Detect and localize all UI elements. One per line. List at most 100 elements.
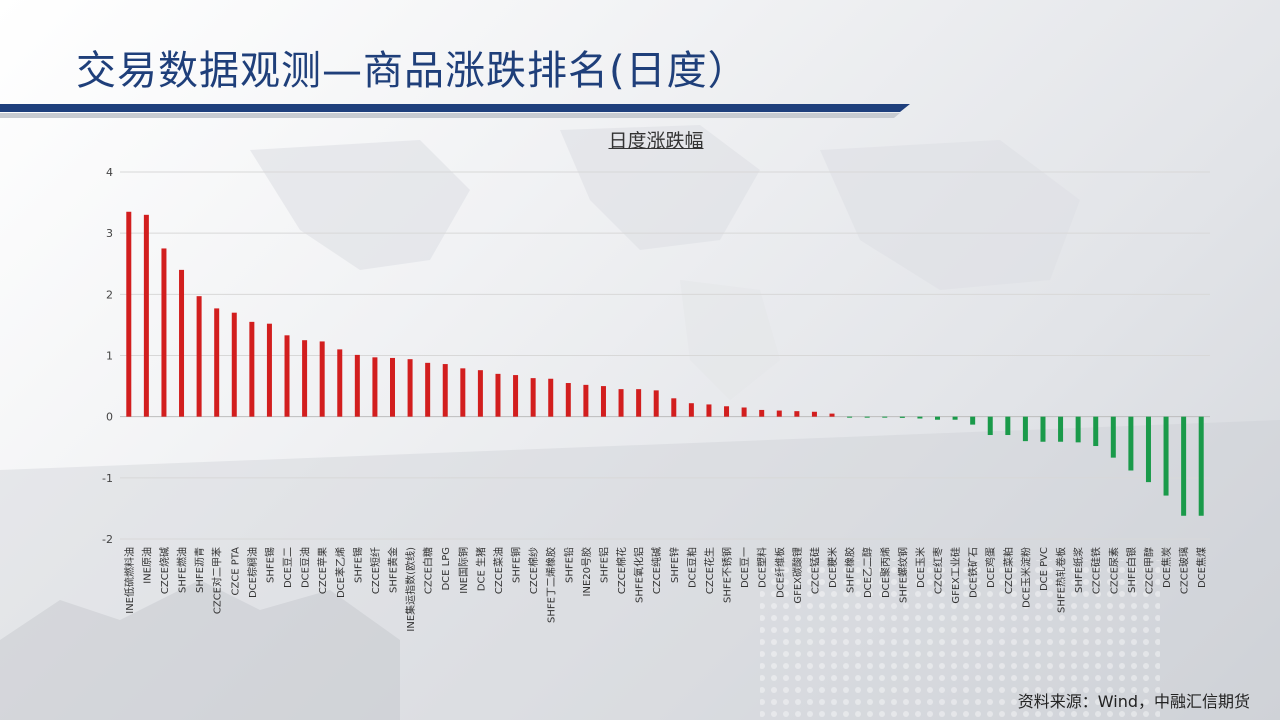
- bar: [231, 312, 237, 417]
- bar: [1058, 416, 1064, 442]
- x-tick-label: DCE铁矿石: [967, 547, 980, 598]
- bar: [706, 404, 712, 417]
- bar: [794, 411, 800, 417]
- bar: [935, 416, 940, 420]
- x-tick-label: SHFE白银: [1125, 547, 1138, 593]
- bar: [548, 378, 554, 417]
- x-tick-label: DCE玉米: [914, 547, 927, 588]
- x-tick-label: INE国际铜: [458, 547, 470, 594]
- bar: [214, 308, 220, 417]
- bar: [1181, 416, 1187, 516]
- bar: [1145, 416, 1151, 483]
- bar: [847, 416, 853, 418]
- y-tick-label: 0: [106, 411, 113, 424]
- bar: [126, 211, 132, 417]
- bar: [1040, 416, 1046, 442]
- source-note: 资料来源：Wind，中融汇信期货: [1017, 692, 1250, 711]
- y-tick-label: 3: [106, 227, 113, 240]
- x-tick-label: CZCE菜油: [492, 547, 505, 594]
- x-tick-label: CZCE烧碱: [158, 547, 171, 594]
- bar: [636, 389, 642, 417]
- x-tick-label: SHFE丁二烯橡胶: [545, 547, 558, 623]
- bar: [1075, 416, 1081, 443]
- x-tick-label: DCE聚丙烯: [879, 547, 892, 598]
- bars: [126, 211, 1204, 516]
- x-tick-label: DCE PVC: [1039, 547, 1050, 591]
- bar: [530, 378, 536, 417]
- x-tick-label: DCE豆二: [282, 547, 294, 588]
- bar: [882, 416, 888, 418]
- y-axis-ticks: 4 3 2 1 0 -1 -2: [102, 166, 113, 546]
- bar: [618, 389, 624, 417]
- bar: [987, 416, 993, 436]
- bar: [829, 413, 835, 417]
- bar: [460, 368, 466, 417]
- x-tick-label: DCE苯乙烯: [334, 547, 347, 598]
- x-tick-label: SHFE锡: [263, 547, 276, 583]
- bar: [319, 341, 325, 417]
- bar: [390, 357, 395, 417]
- bar: [1163, 416, 1169, 496]
- bar: [565, 383, 571, 417]
- bar: [724, 406, 730, 417]
- x-tick-label: SHFE不锈钢: [721, 547, 734, 603]
- x-tick-label: DCE豆油: [299, 547, 312, 588]
- x-tick-label: DCE焦煤: [1195, 547, 1208, 588]
- x-tick-label: CZCE玻璃: [1178, 547, 1191, 594]
- x-tick-label: CZCE苹果: [316, 547, 329, 594]
- bar: [302, 340, 308, 417]
- x-tick-label: CZCE锰硅: [808, 547, 821, 594]
- x-tick-label: SHFE螺纹钢: [896, 547, 909, 603]
- bar: [917, 416, 923, 419]
- x-tick-label: CZCE短纤: [369, 547, 382, 594]
- page-title: 交易数据观测—商品涨跌排名(日度）: [76, 48, 749, 94]
- chart-title: 日度涨跌幅: [608, 130, 704, 152]
- bar: [1005, 416, 1011, 436]
- bar: [249, 321, 255, 417]
- bar: [1128, 416, 1134, 471]
- x-tick-label: SHFE锌: [668, 547, 681, 583]
- x-tick-label: DCE玉米淀粉: [1019, 547, 1032, 608]
- x-tick-label: DCE纤维板: [773, 547, 786, 598]
- bar: [161, 248, 167, 417]
- x-tick-label: SHFE锡: [351, 547, 364, 583]
- x-tick-label: GFEX工业硅: [949, 547, 962, 604]
- bar: [284, 335, 290, 417]
- x-tick-label: SHFE铝: [598, 547, 610, 583]
- x-axis-labels: INE低硫燃料油 INE原油 CZCE烧碱 SHFE燃油 SHFE沥青 CZCE对二甲苯 C…: [123, 547, 1208, 632]
- x-tick-label: INE集运指数(欧线): [404, 547, 417, 632]
- bar: [407, 359, 413, 417]
- x-tick-label: SHFE沥青: [193, 547, 206, 593]
- x-tick-label: CZCE红枣: [932, 547, 945, 594]
- y-tick-label: 2: [106, 288, 113, 301]
- bar: [442, 364, 448, 417]
- x-tick-label: CZCE棉花: [615, 547, 628, 594]
- x-tick-label: GFEX碳酸锂: [791, 547, 804, 604]
- bar: [688, 403, 694, 417]
- bar: [354, 354, 360, 417]
- bar: [266, 323, 272, 417]
- bar: [196, 296, 202, 417]
- x-tick-label: SHFE纸浆: [1072, 547, 1085, 593]
- bar: [337, 349, 343, 417]
- x-tick-label: SHFE黄金: [387, 547, 400, 593]
- bar: [970, 416, 976, 425]
- bar: [425, 362, 431, 417]
- y-tick-label: -2: [102, 533, 113, 546]
- x-tick-label: DCE棕榈油: [246, 547, 259, 598]
- x-tick-label: CZCE棉纱: [527, 547, 540, 594]
- x-tick-label: CZCE甲醇: [1142, 547, 1155, 594]
- bar: [1110, 416, 1116, 458]
- x-tick-label: DCE豆粕: [685, 547, 698, 588]
- x-tick-label: DCE LPG: [441, 547, 452, 591]
- bar: [143, 214, 149, 417]
- bar: [372, 357, 378, 417]
- bar: [583, 384, 589, 417]
- x-tick-label: CZCE纯碱: [650, 547, 663, 594]
- x-tick-label: CZCE尿素: [1107, 547, 1120, 594]
- bar: [1093, 416, 1099, 447]
- x-tick-label: INE20号胶: [580, 547, 593, 596]
- x-tick-label: SHFE热轧卷板: [1055, 547, 1068, 613]
- bar: [1022, 416, 1028, 442]
- y-tick-label: 4: [106, 166, 113, 179]
